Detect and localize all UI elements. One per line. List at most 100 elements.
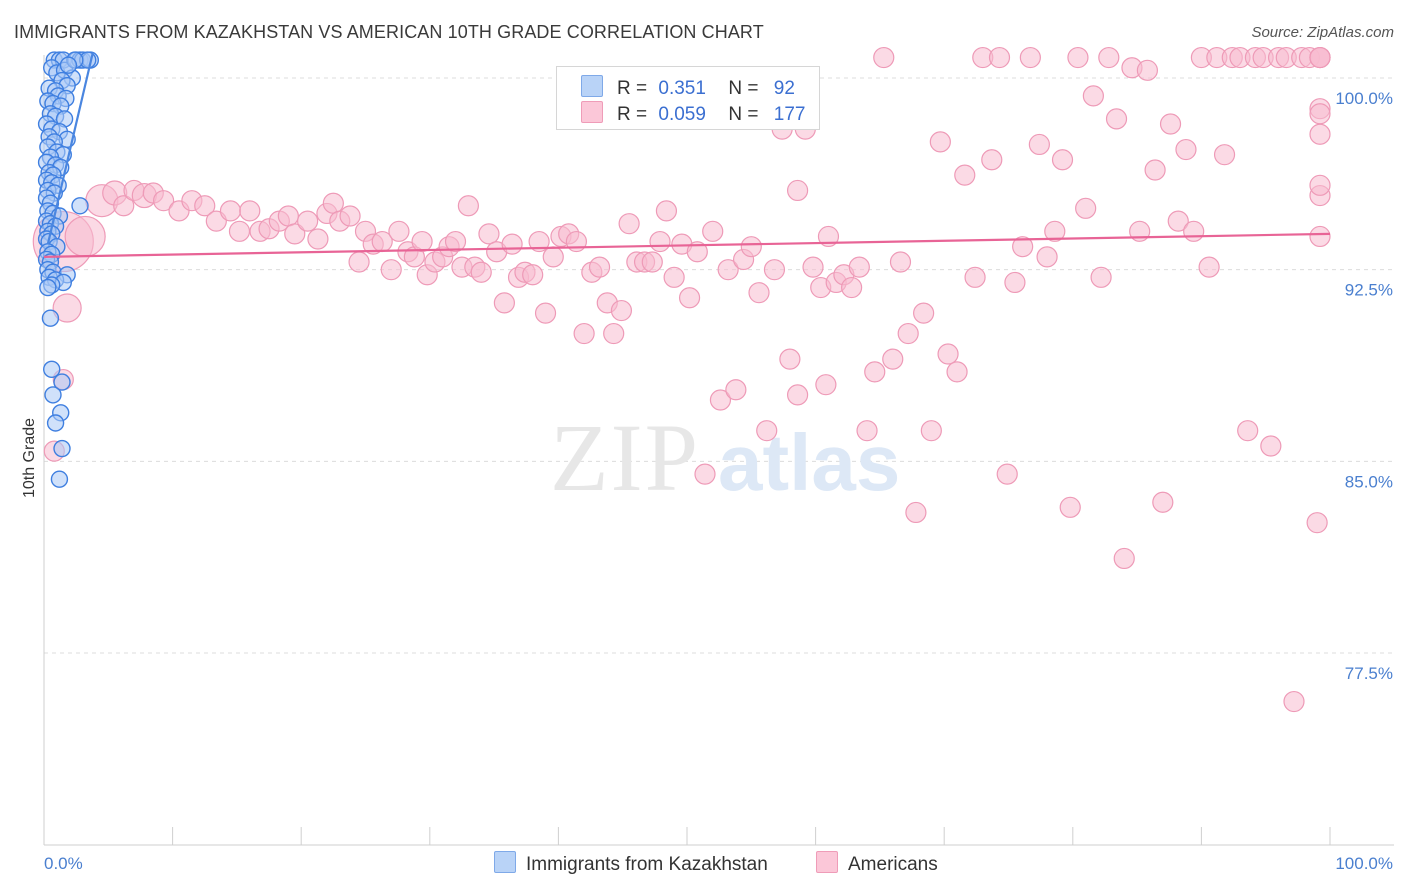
americans-point (284, 223, 306, 245)
series-label-kazakhstan: Immigrants from Kazakhstan (526, 854, 768, 875)
americans-point (1309, 46, 1331, 69)
americans-point (641, 251, 663, 273)
americans-point (603, 322, 625, 345)
x-tick-label-min: 0.0% (44, 854, 83, 873)
americans-point (113, 195, 135, 217)
americans-point (152, 190, 175, 212)
watermark: ZIP atlas (550, 404, 900, 511)
americans-point (277, 205, 299, 227)
americans-point (786, 179, 809, 202)
americans-point (1144, 159, 1166, 181)
series-legend-americans[interactable]: Americans (816, 851, 938, 876)
watermark-zip: ZIP (550, 404, 700, 511)
americans-point (1159, 113, 1182, 135)
americans-point (1183, 220, 1205, 242)
americans-point (388, 220, 410, 242)
americans-point (920, 420, 942, 442)
americans-point (1098, 46, 1120, 69)
americans-point (542, 246, 564, 268)
americans-point (954, 164, 976, 186)
americans-point (457, 195, 479, 217)
americans-point (1260, 435, 1282, 457)
kazakhstan-point (43, 360, 61, 379)
americans-point (478, 223, 500, 245)
correlation-legend: R = 0.351 N = 92 R = 0.059 N = 177 (556, 66, 820, 130)
americans-point (1012, 236, 1034, 258)
americans-point (528, 230, 550, 253)
americans-point (1044, 220, 1066, 242)
americans-point (786, 384, 809, 406)
americans-point (763, 259, 786, 281)
americans-point (964, 266, 986, 288)
americans-point (1283, 690, 1305, 713)
legend-r-value: 0.351 (658, 78, 706, 99)
kazakhstan-trend-line (46, 52, 94, 245)
americans-point (194, 195, 216, 217)
americans-point (1152, 491, 1174, 513)
americans-point (686, 241, 708, 263)
americans-point (1051, 149, 1074, 171)
americans-point (889, 251, 912, 273)
kazakhstan-point (53, 373, 71, 391)
americans-point (1237, 420, 1259, 442)
legend-n-value: 92 (773, 78, 795, 99)
americans-point (815, 374, 837, 396)
legend-swatch-kazakhstan (581, 75, 603, 97)
americans-point (64, 215, 106, 258)
americans-point (339, 205, 361, 227)
kazakhstan-point (41, 309, 60, 327)
americans-point (1198, 256, 1220, 278)
americans-point (1082, 85, 1104, 107)
kazakhstan-point (50, 470, 69, 488)
americans-point (841, 276, 863, 299)
legend-r-label: R = (617, 104, 648, 125)
americans-point (848, 256, 870, 278)
kazakhstan-point (39, 278, 57, 297)
americans-point (534, 302, 557, 324)
americans-point (1309, 225, 1331, 248)
americans-point (702, 220, 724, 242)
series-legend: Immigrants from Kazakhstan Americans (0, 851, 1406, 879)
legend-r-value: 0.059 (658, 104, 706, 125)
americans-point (1059, 496, 1081, 518)
series-legend-kazakhstan[interactable]: Immigrants from Kazakhstan (494, 851, 768, 876)
kazakhstan-point (46, 414, 65, 432)
series-swatch-kazakhstan (494, 851, 516, 873)
y-tick-label: 77.5% (1345, 664, 1393, 683)
americans-point (573, 322, 595, 345)
americans-point (307, 228, 329, 250)
americans-point (748, 282, 770, 304)
legend-n-label: N = (728, 104, 759, 125)
chart-title: IMMIGRANTS FROM KAZAKHSTAN VS AMERICAN 1… (14, 22, 764, 42)
americans-point (864, 361, 886, 383)
americans-point (740, 236, 762, 258)
kazakhstan-point (71, 197, 89, 215)
americans-point (610, 299, 633, 322)
americans-point (802, 256, 824, 278)
legend-n-value: 177 (773, 104, 806, 125)
americans-point (817, 225, 840, 248)
americans-point (322, 192, 344, 214)
americans-point (1136, 59, 1158, 81)
americans-point (1090, 266, 1112, 288)
americans-point (1019, 46, 1041, 69)
americans-point (913, 302, 935, 324)
americans-point (756, 420, 778, 442)
series-swatch-americans (816, 851, 838, 873)
americans-point (905, 501, 927, 524)
americans-point (709, 389, 732, 411)
americans-point (1213, 144, 1236, 166)
tick-labels: 100.0% 92.5% 85.0% 77.5% 0.0% 100.0% (44, 89, 1393, 873)
americans-point (717, 259, 739, 281)
americans-trend-line (43, 232, 1331, 258)
y-tick-label: 92.5% (1345, 281, 1393, 300)
americans-point (1036, 246, 1058, 268)
americans-point (380, 259, 402, 281)
americans-point (1309, 103, 1331, 125)
trend-lines (43, 52, 1331, 258)
kazakhstan-point (44, 386, 62, 404)
americans-point (779, 348, 801, 370)
legend-row-kazakhstan: R = 0.351 N = 92 (581, 75, 795, 99)
americans-point (873, 46, 895, 69)
